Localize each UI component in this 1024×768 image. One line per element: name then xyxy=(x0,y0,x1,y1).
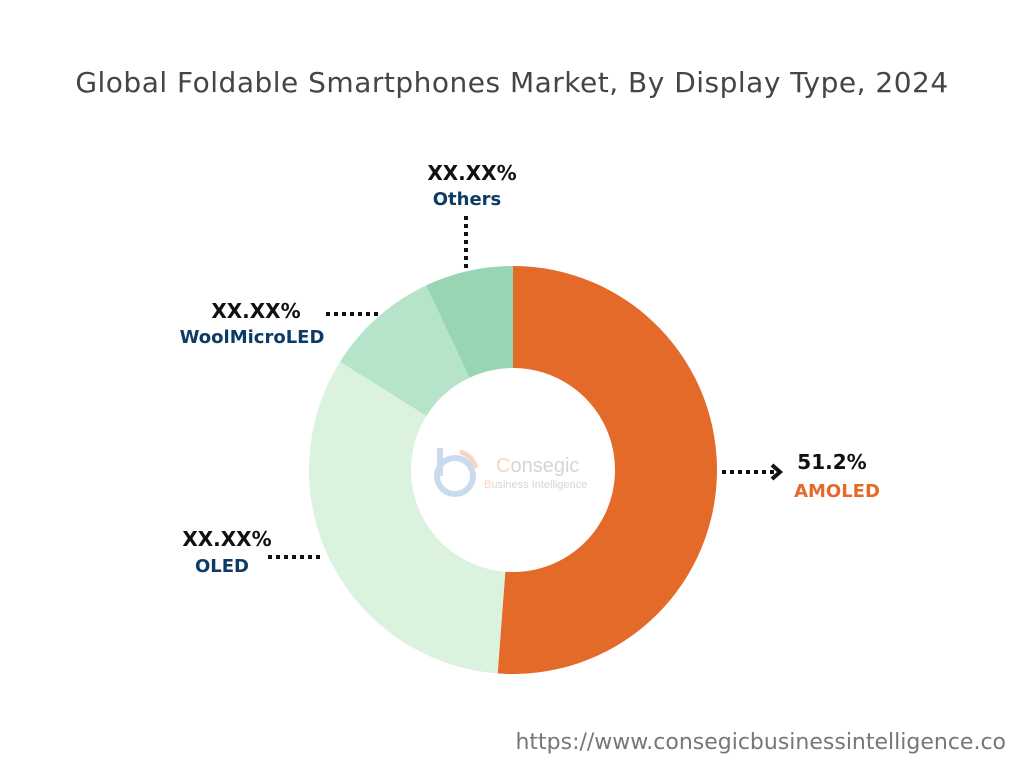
slice-label-oled-value: XX.XX% xyxy=(182,527,272,551)
slice-amoled xyxy=(497,266,717,674)
svg-text:Consegic: Consegic xyxy=(496,455,579,477)
slice-others xyxy=(426,266,513,378)
slice-oled xyxy=(309,361,506,674)
arrow-head-icon xyxy=(770,463,784,481)
consegic-logo: Consegic Business Intelligence xyxy=(430,440,600,500)
svg-text:Business Intelligence: Business Intelligence xyxy=(484,479,587,491)
chart-title: Global Foldable Smartphones Market, By D… xyxy=(75,66,949,99)
slice-label-others-name: Others xyxy=(432,189,502,210)
slice-label-others-value: XX.XX% xyxy=(427,161,517,185)
slice-woolmicroled xyxy=(340,285,470,416)
slice-label-woolmicroled-value: XX.XX% xyxy=(211,299,301,323)
source-url[interactable]: https://www.consegicbusinessintelligence… xyxy=(515,730,1006,755)
slice-label-amoled-value: 51.2% xyxy=(797,450,867,474)
slice-label-oled-name: OLED xyxy=(194,556,249,577)
slice-label-amoled-name: AMOLED xyxy=(794,481,880,502)
slice-label-woolmicroled-name: WoolMicroLED xyxy=(179,327,325,348)
